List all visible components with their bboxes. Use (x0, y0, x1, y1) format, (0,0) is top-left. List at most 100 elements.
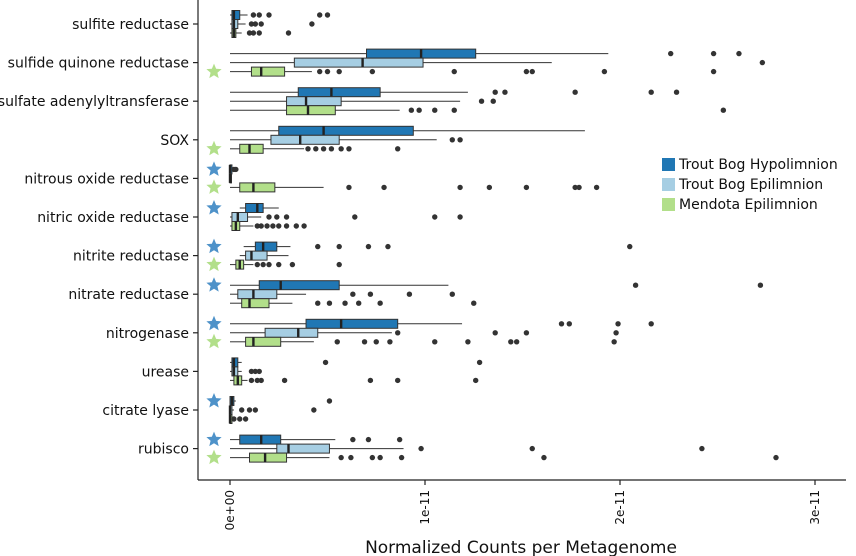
outlier-point (293, 223, 299, 229)
y-tick-label: sulfite reductase (72, 17, 189, 33)
outlier-point (648, 89, 654, 95)
outlier-point (256, 12, 262, 18)
outlier-point (252, 368, 259, 375)
outlier-point (416, 107, 422, 113)
outlier-point (381, 184, 387, 191)
outlier-point (572, 89, 578, 95)
outlier-point (260, 261, 266, 268)
significance-star (206, 449, 222, 465)
outlier-point (476, 359, 483, 366)
outlier-point (254, 261, 260, 268)
outlier-point (508, 339, 514, 345)
outlier-point (492, 89, 498, 95)
box-1-9 (230, 366, 262, 377)
outlier-point (317, 68, 323, 75)
significance-star (206, 315, 222, 331)
significance-star (206, 161, 222, 176)
legend-swatch (662, 178, 675, 191)
outlier-point (457, 214, 463, 220)
box-body (305, 318, 399, 329)
outlier-point (336, 261, 342, 268)
box-0-0 (230, 10, 331, 20)
outlier-point (315, 243, 321, 250)
outlier-point (258, 223, 264, 229)
outlier-point (432, 339, 438, 345)
significance-star (206, 256, 222, 272)
outlier-point (334, 339, 340, 345)
outlier-point (576, 184, 582, 191)
y-tick-label: sulfate adenylyltransferase (0, 94, 189, 110)
outlier-point (338, 454, 344, 461)
y-tick-label: nitrogenase (106, 326, 189, 342)
outlier-point (367, 291, 374, 297)
outlier-point (305, 146, 311, 152)
outlier-point (710, 50, 717, 57)
outlier-point (326, 398, 333, 404)
outlier-point (473, 377, 479, 384)
outlier-point (369, 68, 376, 75)
outlier-point (418, 445, 424, 452)
outlier-point (627, 243, 633, 250)
x-tick-label: 1e-11 (418, 490, 432, 525)
legend-label: Mendota Epilimnion (679, 197, 818, 213)
x-axis-title: Normalized Counts per Metagenome (365, 538, 677, 556)
box-body (239, 182, 276, 193)
outlier-point (258, 377, 264, 384)
outlier-point (252, 21, 259, 27)
significance-star (206, 140, 222, 156)
outlier-point (266, 12, 272, 18)
outlier-point (246, 30, 253, 36)
box-2-9 (230, 375, 479, 386)
outlier-point (365, 243, 372, 250)
box-body (297, 87, 381, 98)
outlier-point (317, 12, 323, 18)
x-axis-ticks: 0e+00 1e-11 2e-11 3e-11 (223, 480, 822, 530)
outlier-point (572, 184, 578, 191)
outlier-point (492, 330, 498, 336)
outlier-point (613, 330, 619, 336)
outlier-point (601, 68, 608, 75)
outlier-point (757, 282, 764, 288)
outlier-point (490, 98, 496, 104)
outlier-point (254, 223, 260, 229)
box-2-8 (230, 336, 617, 347)
outlier-point (289, 261, 296, 268)
outlier-point (324, 12, 331, 18)
outlier-point (523, 68, 530, 75)
outlier-point (478, 98, 485, 104)
outlier-point (395, 146, 401, 152)
box-2-1 (230, 66, 717, 77)
outlier-point (457, 137, 463, 143)
outlier-point (256, 30, 262, 36)
outlier-point (710, 68, 717, 75)
x-tick-label: 2e-11 (613, 490, 627, 525)
outlier-point (324, 68, 331, 75)
outlier-point (408, 107, 415, 113)
legend-swatch (662, 158, 675, 171)
box-0-4 (228, 164, 239, 175)
outlier-point (668, 50, 674, 57)
box-2-6 (230, 259, 342, 270)
plot-area (206, 10, 779, 465)
box-2-5 (230, 221, 307, 231)
outlier-point (457, 184, 463, 191)
outlier-point (465, 339, 471, 345)
significance-star (206, 179, 222, 194)
outlier-point (270, 223, 276, 229)
outlier-point (615, 321, 621, 327)
y-tick-label: rubisco (138, 442, 189, 458)
x-tick-label: 0e+00 (223, 490, 237, 530)
outlier-point (541, 454, 547, 461)
outlier-point (239, 407, 245, 413)
box-body (270, 134, 340, 145)
box-body (249, 452, 288, 463)
outlier-point (759, 59, 766, 66)
y-tick-label: nitrite reductase (73, 249, 189, 265)
box-2-11 (230, 452, 779, 463)
box-0-7 (230, 280, 764, 291)
legend: Trout Bog Hypolimnion Trout Bog Epilimnio… (662, 157, 838, 213)
outlier-point (281, 377, 288, 384)
outlier-point (276, 261, 282, 268)
box-body (239, 143, 264, 154)
outlier-point (529, 445, 535, 452)
